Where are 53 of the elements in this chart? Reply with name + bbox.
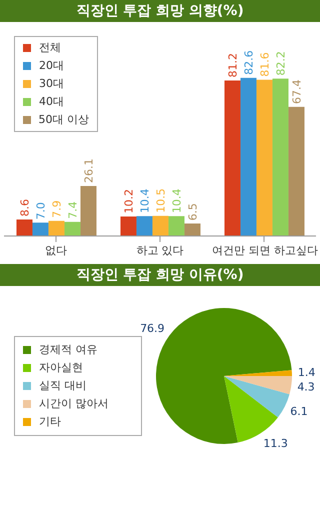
bar [288,106,304,236]
legend-label: 자아실현 [39,360,83,376]
data-label: 81.2 [226,53,240,78]
legend-label: 30대 [39,76,64,92]
legend-label: 50대 이상 [38,112,89,128]
data-label: 67.4 [290,79,304,104]
legend-label: 경제적 여유 [39,342,98,358]
bar [272,78,288,236]
bar [120,216,136,236]
bar [16,220,32,236]
data-label: 10.4 [170,188,184,214]
data-label: 10.4 [138,188,152,214]
data-label: 7.0 [34,202,48,220]
data-label: 6.1 [290,405,308,418]
data-label: 11.3 [263,437,288,450]
legend-label: 40대 [39,94,64,110]
data-label: 82.6 [242,50,256,75]
data-label: 8.6 [18,199,32,217]
data-label: 7.4 [66,201,80,219]
bar [152,216,168,236]
legend-label: 실직 대비 [39,378,86,394]
x-tick-label: 없다 [45,244,67,257]
data-label: 10.2 [122,188,136,214]
data-label: 81.6 [258,52,272,77]
data-label: 76.9 [140,322,165,335]
bar [256,80,272,236]
pie-slice [224,376,292,394]
chart-title: 직장인 투잡 희망 이유(%) [0,264,320,286]
data-label: 82.2 [274,51,288,76]
legend-label: 시간이 많아서 [39,396,108,412]
x-tick-label: 여건만 되면 하고싶다 [212,244,318,257]
bar [64,222,80,236]
chart-title: 직장인 투잡 희망 의향(%) [0,0,320,22]
bar [136,216,152,236]
data-label: 26.1 [82,158,96,184]
bar [240,78,256,236]
legend-label: 전체 [39,40,61,56]
bar [184,224,200,236]
data-label: 1.4 [298,366,316,380]
bar [224,80,240,236]
data-label: 10.5 [154,188,168,213]
x-tick-label: 하고 있다 [136,244,184,257]
bar [80,186,96,236]
data-label: 7.9 [50,200,64,218]
bar [168,216,184,236]
pie-slice [224,370,292,376]
data-label: 6.5 [186,203,200,221]
legend-label: 20대 [39,58,64,74]
bar [48,220,64,236]
data-label: 4.3 [297,380,315,394]
pie-slice [224,376,290,418]
legend-label: 기타 [39,414,61,430]
bar [32,222,48,236]
